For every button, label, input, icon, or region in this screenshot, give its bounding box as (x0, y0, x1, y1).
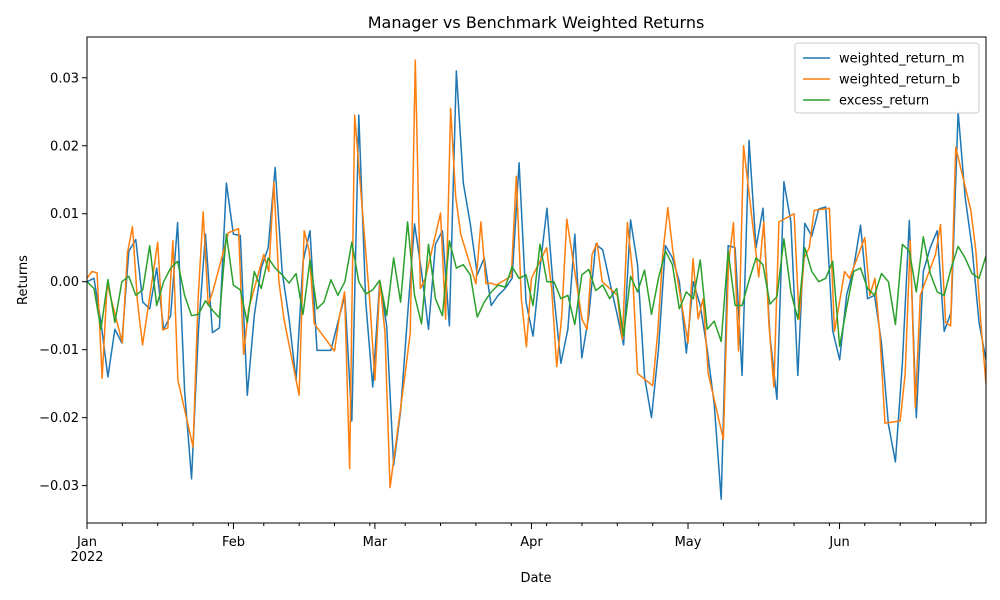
x-tick-sublabel: 2022 (70, 550, 103, 565)
x-tick-label: Jun (828, 535, 849, 550)
legend-label-weighted-return-b: weighted_return_b (839, 73, 960, 88)
y-tick-label: 0.03 (50, 71, 79, 86)
series-lines (87, 59, 986, 500)
x-tick-label: May (675, 535, 702, 550)
x-tick-label: Jan (76, 535, 97, 550)
x-tick-label: Apr (520, 535, 543, 550)
legend-box (794, 42, 980, 114)
legend-label-weighted-return-m: weighted_return_m (839, 52, 965, 67)
plot-frame (86, 36, 987, 524)
legend-label-excess-return: excess_return (839, 94, 929, 109)
x-tick-label: Feb (222, 535, 245, 550)
y-tick-label: −0.03 (39, 479, 79, 494)
chart-title: Manager vs Benchmark Weighted Returns (368, 13, 705, 32)
series-line-excess-return (87, 221, 986, 348)
y-axis-title: Returns (16, 255, 31, 305)
y-tick-label: 0.01 (50, 207, 79, 222)
y-tick-label: −0.01 (39, 343, 79, 358)
y-tick-label: 0.02 (50, 139, 79, 154)
series-line-weighted-return-m (87, 70, 986, 500)
legend: weighted_return_m weighted_return_bexcess… (794, 42, 980, 114)
x-axis-minor-ticks (121, 523, 972, 526)
y-axis: −0.03 −0.02 −0.01 0.00 0.01 0.02 0.03 (39, 71, 87, 494)
x-axis-title: Date (520, 571, 551, 586)
series-line-weighted-return-b (87, 59, 986, 489)
y-tick-label: 0.00 (50, 275, 79, 290)
y-tick-label: −0.02 (39, 411, 79, 426)
x-tick-label: Mar (363, 535, 388, 550)
